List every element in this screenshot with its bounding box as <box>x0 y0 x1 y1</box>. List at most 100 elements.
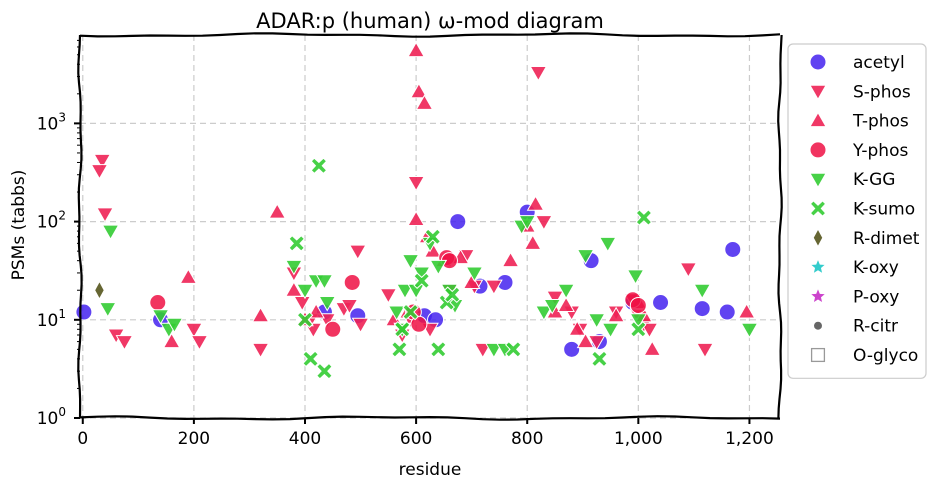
point-K-GG <box>396 283 414 300</box>
point-S-phos <box>379 288 398 304</box>
point-S-phos <box>546 290 564 307</box>
point-K-GG <box>629 313 648 329</box>
point-K-sumo <box>391 341 408 358</box>
point-S-phos <box>485 279 503 296</box>
point-T-phos <box>526 195 545 211</box>
y-axis-label: PSMs (tabbs) <box>9 170 29 281</box>
point-acetyl <box>718 303 736 321</box>
point-T-phos <box>285 281 303 297</box>
point-T-phos <box>407 41 425 58</box>
point-T-phos <box>523 234 542 250</box>
point-Y-phos <box>149 294 167 312</box>
point-K-sumo <box>288 235 306 252</box>
legend-marker-K-GG <box>809 172 827 189</box>
legend-label: K-sumo <box>853 200 915 220</box>
series-K-sumo <box>288 157 653 380</box>
point-acetyl <box>652 294 670 312</box>
legend-marker-O-glyco <box>810 347 826 363</box>
legend-marker-R-dimet <box>812 227 824 248</box>
point-S-phos <box>115 335 134 351</box>
x-tick-label: 600 <box>400 429 432 449</box>
y-tick-label: 100 <box>37 405 66 429</box>
point-K-sumo <box>316 362 333 380</box>
point-acetyl <box>563 340 581 358</box>
point-S-phos <box>190 335 209 351</box>
legend-marker-K-sumo <box>809 200 827 217</box>
point-T-phos <box>568 320 587 336</box>
point-K-GG <box>518 215 537 231</box>
y-tick-label: 102 <box>37 209 66 233</box>
legend-marker-acetyl <box>809 53 827 71</box>
plot-frame <box>77 32 783 421</box>
point-S-phos <box>473 342 492 359</box>
point-S-phos <box>96 207 114 223</box>
legend-marker-R-citr <box>814 321 822 330</box>
point-S-phos <box>407 176 425 192</box>
legend-marker-S-phos <box>809 84 827 101</box>
point-T-phos <box>462 273 481 289</box>
point-K-GG <box>296 283 314 300</box>
point-K-GG <box>543 298 562 315</box>
legend-label: K-oxy <box>853 258 899 278</box>
legend-label: T-phos <box>852 112 909 132</box>
point-K-GG <box>535 305 553 322</box>
point-T-phos <box>407 210 425 227</box>
point-K-GG <box>401 254 420 270</box>
point-S-phos <box>90 164 109 180</box>
x-tick-label: 1,000 <box>614 429 663 449</box>
x-tick-label: 200 <box>178 429 210 449</box>
point-K-GG <box>98 302 117 318</box>
point-K-sumo <box>443 286 461 303</box>
point-K-GG <box>165 317 184 334</box>
point-T-phos <box>737 303 756 319</box>
legend-label: K-GG <box>853 170 895 190</box>
point-K-GG <box>576 249 595 265</box>
point-S-phos <box>293 296 312 312</box>
point-Y-phos <box>343 273 361 291</box>
point-K-sumo <box>310 157 328 175</box>
point-K-sumo <box>402 303 419 321</box>
point-K-GG <box>693 283 712 300</box>
point-K-sumo <box>393 320 411 338</box>
point-K-sumo <box>302 350 319 368</box>
point-K-sumo <box>413 272 431 289</box>
point-K-GG <box>601 322 620 339</box>
point-Y-phos <box>629 296 647 314</box>
point-T-phos <box>415 94 434 110</box>
point-K-GG <box>387 305 406 322</box>
point-T-phos <box>251 306 270 323</box>
point-K-GG <box>557 283 575 300</box>
legend-label: O-glyco <box>853 346 918 366</box>
point-S-phos <box>251 342 270 359</box>
legend-label: P-oxy <box>853 287 899 307</box>
point-T-phos <box>179 268 198 284</box>
point-K-sumo <box>629 320 647 338</box>
point-T-phos <box>557 296 575 312</box>
point-K-GG <box>151 309 170 325</box>
x-tick-label: 1,200 <box>725 429 774 449</box>
point-S-phos <box>93 153 112 170</box>
point-acetyl <box>449 213 467 231</box>
point-K-GG <box>485 342 503 359</box>
point-S-phos <box>679 262 698 278</box>
point-acetyl <box>75 303 93 321</box>
legend-label: R-citr <box>853 317 898 337</box>
point-K-sumo <box>504 341 522 358</box>
point-S-phos <box>587 335 606 351</box>
point-K-sumo <box>424 228 442 246</box>
point-S-phos <box>340 298 359 315</box>
point-S-phos <box>185 322 203 339</box>
point-T-phos <box>643 340 662 356</box>
point-K-GG <box>315 274 334 290</box>
point-T-phos <box>268 203 287 219</box>
point-K-sumo <box>635 209 653 226</box>
point-K-GG <box>318 296 337 312</box>
point-K-GG <box>587 313 606 329</box>
point-S-phos <box>351 317 370 334</box>
point-K-GG <box>598 236 617 253</box>
point-T-phos <box>410 82 428 99</box>
point-R-dimet <box>94 280 105 301</box>
legend: acetyl S-phos T-phos Y-phos K-GG K-sumo R-dime… <box>787 43 927 379</box>
x-tick-label: 800 <box>511 429 543 449</box>
point-K-GG <box>626 269 645 285</box>
